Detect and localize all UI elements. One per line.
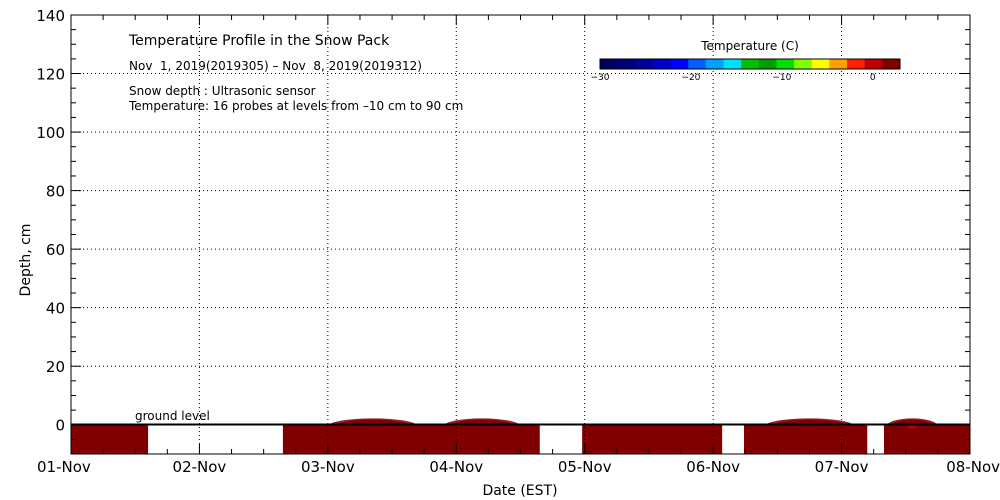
colorbar-swatch-0 — [600, 59, 619, 69]
y-tick-label-6: 20 — [46, 358, 65, 376]
x-tick-label-5: 06-Nov — [686, 458, 740, 476]
colorbar-swatch-8 — [741, 59, 760, 69]
annotation-temperature: Temperature: 16 probes at levels from –1… — [128, 99, 463, 113]
y-tick-label-4: 60 — [46, 241, 65, 259]
x-tick-label-2: 03-Nov — [301, 458, 355, 476]
plot-background — [71, 15, 970, 454]
colorbar-swatch-11 — [794, 59, 813, 69]
temperature-heatmap — [71, 418, 970, 454]
x-tick-label-1: 02-Nov — [173, 458, 227, 476]
heatmap-segment-0 — [71, 424, 149, 454]
colorbar-swatch-12 — [811, 59, 830, 69]
y-tick-label-2: 100 — [36, 124, 65, 142]
colorbar-swatch-2 — [635, 59, 654, 69]
y-tick-label-1: 120 — [36, 66, 65, 84]
colorbar-swatch-9 — [758, 59, 777, 69]
colorbar-swatch-4 — [670, 59, 689, 69]
x-axis-label: Date (EST) — [482, 483, 557, 499]
axis-ticks — [70, 14, 971, 455]
colorbar-swatch-5 — [688, 59, 707, 69]
colorbar-tick-label-1: −20 — [681, 73, 700, 83]
x-tick-label-4: 05-Nov — [558, 458, 612, 476]
x-tick-label-0: 01-Nov — [37, 458, 91, 476]
chart-title: Temperature Profile in the Snow Pack — [128, 33, 390, 49]
colorbar-swatch-6 — [705, 59, 725, 69]
colorbar-swatch-3 — [652, 59, 672, 69]
colorbar-swatch-15 — [864, 59, 883, 69]
colorbar-swatch-1 — [617, 59, 636, 69]
colorbar-tick-label-2: −10 — [772, 73, 791, 83]
y-tick-label-5: 40 — [46, 300, 65, 318]
colorbar-frame — [599, 58, 901, 70]
colorbar-swatch-16 — [882, 59, 901, 69]
x-tick-label-3: 04-Nov — [429, 458, 483, 476]
colorbar-swatch-14 — [847, 59, 866, 69]
colorbar-swatch-13 — [829, 59, 848, 69]
colorbar-swatch-10 — [776, 59, 795, 69]
y-tick-label-3: 80 — [46, 183, 65, 201]
ground-level-label: ground level — [135, 409, 210, 423]
y-axis-label: Depth, cm — [18, 224, 34, 297]
x-tick-label-6: 07-Nov — [815, 458, 869, 476]
annotation-snow-depth: Snow depth : Ultrasonic sensor — [129, 84, 316, 98]
x-tick-labels: 01-Nov 02-Nov 03-Nov 04-Nov 05-Nov 06-Nov 07-N… — [37, 458, 1000, 476]
colorbar-swatch-7 — [723, 59, 742, 69]
colorbar-tick-label-3: 0 — [870, 73, 876, 83]
heatmap-segment-2 — [582, 424, 723, 454]
colorbar: −30 −20 −10 0 — [591, 58, 901, 83]
chart-subtitle: Nov 1, 2019(2019305) – Nov 8, 2019(20193… — [129, 59, 422, 73]
y-tick-label-7: 0 — [55, 417, 65, 435]
x-tick-label-7: 08-Nov — [946, 458, 1000, 476]
y-tick-labels: 140 120 100 80 60 40 20 0 — [36, 7, 65, 435]
colorbar-label: Temperature (C) — [700, 39, 799, 53]
colorbar-tick-label-0: −30 — [591, 73, 610, 83]
y-tick-label-0: 140 — [36, 7, 65, 25]
